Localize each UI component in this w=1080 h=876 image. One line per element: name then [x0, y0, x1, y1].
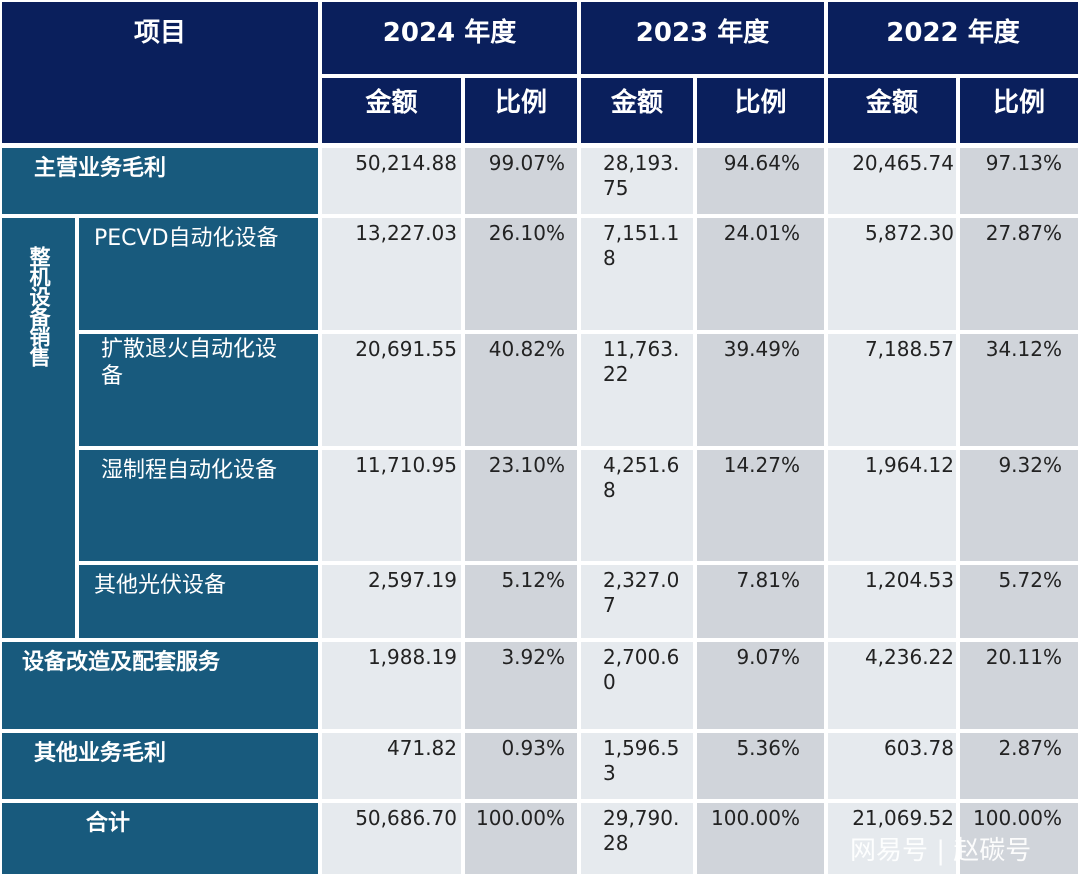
- cell-amount-2023: 28,193.75: [581, 148, 693, 214]
- row-label-retrofit-service: 设备改造及配套服务: [2, 642, 318, 729]
- cell-ratio-2023: 7.81%: [697, 565, 824, 638]
- cell-ratio-2023: 24.01%: [697, 218, 824, 330]
- row-label-other-pv: 其他光伏设备: [79, 565, 318, 638]
- row-label-diffusion: 扩散退火自动化设备: [79, 334, 318, 446]
- cell-amount-2023: 2,700.60: [581, 642, 693, 729]
- cell-amount-2024: 1,988.19: [322, 642, 461, 729]
- cell-amount-2023: 2,327.07: [581, 565, 693, 638]
- cell-amount-2022: 5,872.30: [828, 218, 956, 330]
- cell-ratio-2024: 0.93%: [465, 733, 577, 799]
- row-label-main-gross-profit: 主营业务毛利: [2, 148, 318, 214]
- cell-ratio-2022: 9.32%: [960, 450, 1078, 561]
- row-label-pecvd: PECVD自动化设备: [79, 218, 318, 330]
- cell-ratio-2023: 14.27%: [697, 450, 824, 561]
- header-ratio-2024: 比例: [465, 78, 577, 143]
- cell-ratio-2022: 97.13%: [960, 148, 1078, 214]
- cell-amount-2022: 20,465.74: [828, 148, 956, 214]
- header-amount-2024: 金额: [322, 78, 461, 143]
- cell-ratio-2022: 27.87%: [960, 218, 1078, 330]
- cell-amount-2022: 1,964.12: [828, 450, 956, 561]
- cell-amount-2022: 4,236.22: [828, 642, 956, 729]
- cell-ratio-2022: 20.11%: [960, 642, 1078, 729]
- cell-amount-2024: 13,227.03: [322, 218, 461, 330]
- row-label-total: 合计: [2, 803, 318, 874]
- header-year-2024: 2024 年度: [322, 2, 577, 74]
- cell-amount-2023: 7,151.18: [581, 218, 693, 330]
- header-ratio-2022: 比例: [960, 78, 1078, 143]
- cell-ratio-2022: 100.00%: [960, 803, 1078, 874]
- cell-amount-2022: 603.78: [828, 733, 956, 799]
- cell-ratio-2023: 94.64%: [697, 148, 824, 214]
- cell-amount-2023: 4,251.68: [581, 450, 693, 561]
- header-year-2022: 2022 年度: [828, 2, 1078, 74]
- row-label-other-gross-profit: 其他业务毛利: [2, 733, 318, 799]
- cell-amount-2023: 11,763.22: [581, 334, 693, 446]
- header-amount-2023: 金额: [581, 78, 693, 143]
- cell-ratio-2022: 34.12%: [960, 334, 1078, 446]
- header-item: 项目: [2, 2, 318, 143]
- cell-amount-2023: 1,596.53: [581, 733, 693, 799]
- cell-amount-2024: 20,691.55: [322, 334, 461, 446]
- header-amount-2022: 金额: [828, 78, 956, 143]
- cell-ratio-2022: 2.87%: [960, 733, 1078, 799]
- row-label-wet-process: 湿制程自动化设备: [79, 450, 318, 561]
- cell-amount-2024: 50,214.88: [322, 148, 461, 214]
- cell-ratio-2024: 26.10%: [465, 218, 577, 330]
- header-ratio-2023: 比例: [697, 78, 824, 143]
- cell-ratio-2024: 100.00%: [465, 803, 577, 874]
- cell-amount-2024: 471.82: [322, 733, 461, 799]
- header-year-2023: 2023 年度: [581, 2, 824, 74]
- cell-amount-2022: 7,188.57: [828, 334, 956, 446]
- cell-ratio-2024: 99.07%: [465, 148, 577, 214]
- cell-ratio-2024: 3.92%: [465, 642, 577, 729]
- cell-amount-2024: 50,686.70: [322, 803, 461, 874]
- cell-amount-2024: 11,710.95: [322, 450, 461, 561]
- cell-amount-2024: 2,597.19: [322, 565, 461, 638]
- cell-ratio-2023: 39.49%: [697, 334, 824, 446]
- cell-amount-2023: 29,790.28: [581, 803, 693, 874]
- cell-amount-2022: 1,204.53: [828, 565, 956, 638]
- cell-ratio-2024: 23.10%: [465, 450, 577, 561]
- cell-ratio-2024: 40.82%: [465, 334, 577, 446]
- watermark: 网易号 | 赵碳号: [850, 836, 1032, 866]
- cell-ratio-2023: 9.07%: [697, 642, 824, 729]
- cell-ratio-2023: 5.36%: [697, 733, 824, 799]
- cell-ratio-2022: 5.72%: [960, 565, 1078, 638]
- cell-ratio-2024: 5.12%: [465, 565, 577, 638]
- cell-ratio-2023: 100.00%: [697, 803, 824, 874]
- group-label-machine-sales: 整机设备销售: [2, 218, 75, 638]
- cell-amount-2022: 21,069.52: [828, 803, 956, 874]
